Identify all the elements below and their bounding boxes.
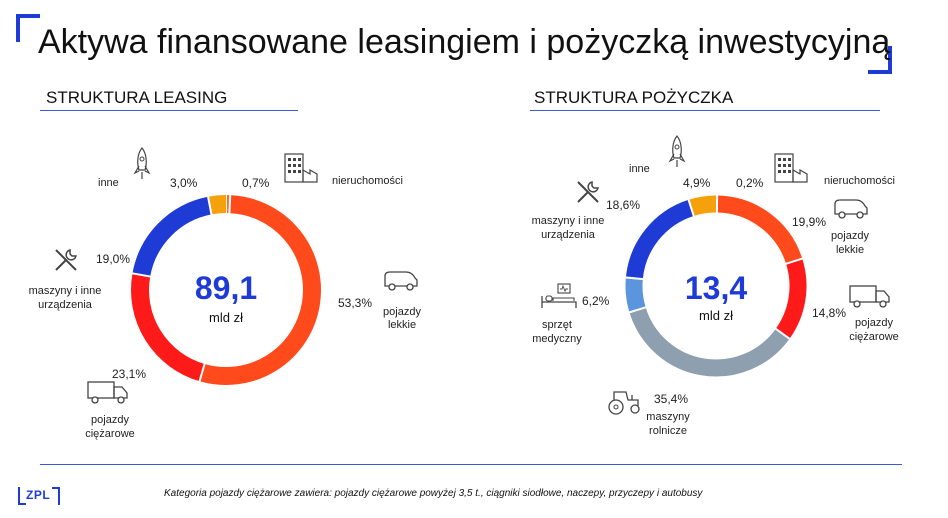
- pozyczka-label-ciezarowe-line2: ciężarowe: [849, 331, 899, 343]
- leasing-section-underline: [40, 110, 298, 111]
- pozyczka-total-value: 13,4: [684, 270, 748, 306]
- pozyczka-label-lekkie-line2: lekkie: [835, 244, 865, 256]
- title-bracket-bottom-right: [868, 46, 892, 74]
- leasing-label-inne: inne: [98, 177, 119, 189]
- leasing-section-title: STRUKTURA LEASING: [46, 88, 228, 107]
- leasing-slice-lekkie: [199, 195, 321, 385]
- pozyczka-slice-lekkie: [716, 195, 803, 264]
- pozyczka-slice-separator: [628, 306, 647, 314]
- logo-bracket-right: [52, 487, 60, 505]
- leasing-label-nieruchomosci: nieruchomości: [332, 175, 403, 187]
- leasing-label-lekkie-line1: pojazdy: [383, 306, 421, 318]
- leasing-pct-ciezarowe: 23,1%: [112, 367, 147, 381]
- pozyczka-slice-separator: [624, 276, 644, 281]
- pozyczka-label-sprzet-line1: sprzęt: [542, 319, 572, 331]
- pozyczka-section-title: STRUKTURA POŻYCZKA: [534, 88, 734, 107]
- leasing-pct-maszyny: 19,0%: [96, 252, 131, 266]
- pozyczka-slice-maszyny: [625, 199, 695, 280]
- building-icon: [774, 153, 808, 183]
- pozyczka-slice-sprzet: [625, 277, 646, 313]
- pozyczka-slice-separator: [687, 198, 695, 218]
- pozyczka-label-rolnicze-line1: maszyny: [646, 411, 690, 423]
- pozyczka-pct-maszyny: 18,6%: [606, 198, 641, 212]
- leasing-pct-lekkie: 53,3%: [338, 296, 373, 310]
- pozyczka-label-maszyny-line1: maszyny i inne: [531, 215, 605, 227]
- truck-icon: [849, 285, 890, 308]
- rocket-icon: [668, 135, 686, 167]
- zpl-logo: ZPL: [18, 487, 60, 505]
- pozyczka-pct-ciezarowe: 14,8%: [812, 306, 847, 320]
- leasing-pct-nieruchomosci: 0,7%: [242, 176, 270, 190]
- pozyczka-total-unit: mld zł: [699, 308, 733, 323]
- leasing-label-lekkie-line2: lekkie: [387, 319, 417, 331]
- leasing-slice-maszyny: [132, 196, 212, 277]
- pozyczka-pct-rolnicze: 35,4%: [654, 392, 689, 406]
- pozyczka-label-maszyny-line2: urządzenia: [541, 229, 595, 241]
- tractor-icon: [608, 391, 640, 415]
- logo-bracket-left: [18, 487, 26, 505]
- leasing-label-ciezarowe-line2: ciężarowe: [85, 428, 135, 440]
- leasing-label-maszyny-line1: maszyny i inne: [28, 285, 102, 297]
- leasing-slice-separator: [131, 272, 152, 278]
- pozyczka-section-underline: [530, 110, 880, 111]
- pozyczka-label-nieruchomosci: nieruchomości: [824, 175, 895, 187]
- rocket-icon: [133, 147, 151, 179]
- leasing-pct-inne: 3,0%: [170, 176, 198, 190]
- footer-divider: [40, 464, 902, 465]
- leasing-slice-separator: [206, 195, 213, 216]
- pozyczka-label-lekkie-line1: pojazdy: [831, 230, 869, 242]
- pozyczka-pct-lekkie: 19,9%: [792, 215, 827, 229]
- pozyczka-slice-inne: [688, 195, 717, 217]
- leasing-slice-inne: [208, 195, 227, 215]
- pozyczka-slice-separator: [784, 257, 804, 265]
- pozyczka-label-inne: inne: [629, 163, 650, 175]
- leasing-total-value: 89,1: [194, 270, 258, 306]
- pozyczka-pct-nieruchomosci: 0,2%: [736, 176, 764, 190]
- truck-icon: [87, 381, 128, 404]
- pozyczka-label-ciezarowe-line1: pojazdy: [855, 317, 893, 329]
- van-icon: [384, 271, 418, 291]
- pozyczka-label-sprzet-line2: medyczny: [532, 333, 582, 345]
- building-icon: [284, 153, 318, 183]
- pozyczka-pct-inne: 4,9%: [683, 176, 711, 190]
- pozyczka-label-rolnicze-line2: rolnicze: [649, 425, 687, 437]
- van-icon: [834, 199, 868, 219]
- leasing-slice-separator: [198, 362, 206, 383]
- title-bracket-top-left: [16, 14, 40, 42]
- tools-icon: [55, 249, 77, 271]
- leasing-total-unit: mld zł: [209, 310, 243, 325]
- leasing-slice-ciezarowe: [131, 273, 205, 382]
- leasing-label-ciezarowe-line1: pojazdy: [91, 414, 129, 426]
- footnote: Kategoria pojazdy ciężarowe zawiera: poj…: [164, 488, 703, 499]
- pozyczka-slice-ciezarowe: [775, 258, 807, 339]
- logo-text: ZPL: [26, 488, 51, 502]
- pozyczka-slice-rolnicze: [629, 307, 790, 377]
- pozyczka-slice-separator: [774, 327, 791, 341]
- leasing-label-maszyny-line2: urządzenia: [38, 299, 92, 311]
- page-title: Aktywa finansowane leasingiem i pożyczką…: [38, 23, 891, 61]
- tools-icon: [577, 181, 599, 203]
- medical-bed-icon: [541, 283, 577, 308]
- leasing-donut-chart: [131, 194, 321, 385]
- pozyczka-pct-sprzet: 6,2%: [582, 294, 610, 308]
- leasing-slice-separator: [228, 194, 232, 215]
- pozyczka-donut-chart: [624, 194, 807, 377]
